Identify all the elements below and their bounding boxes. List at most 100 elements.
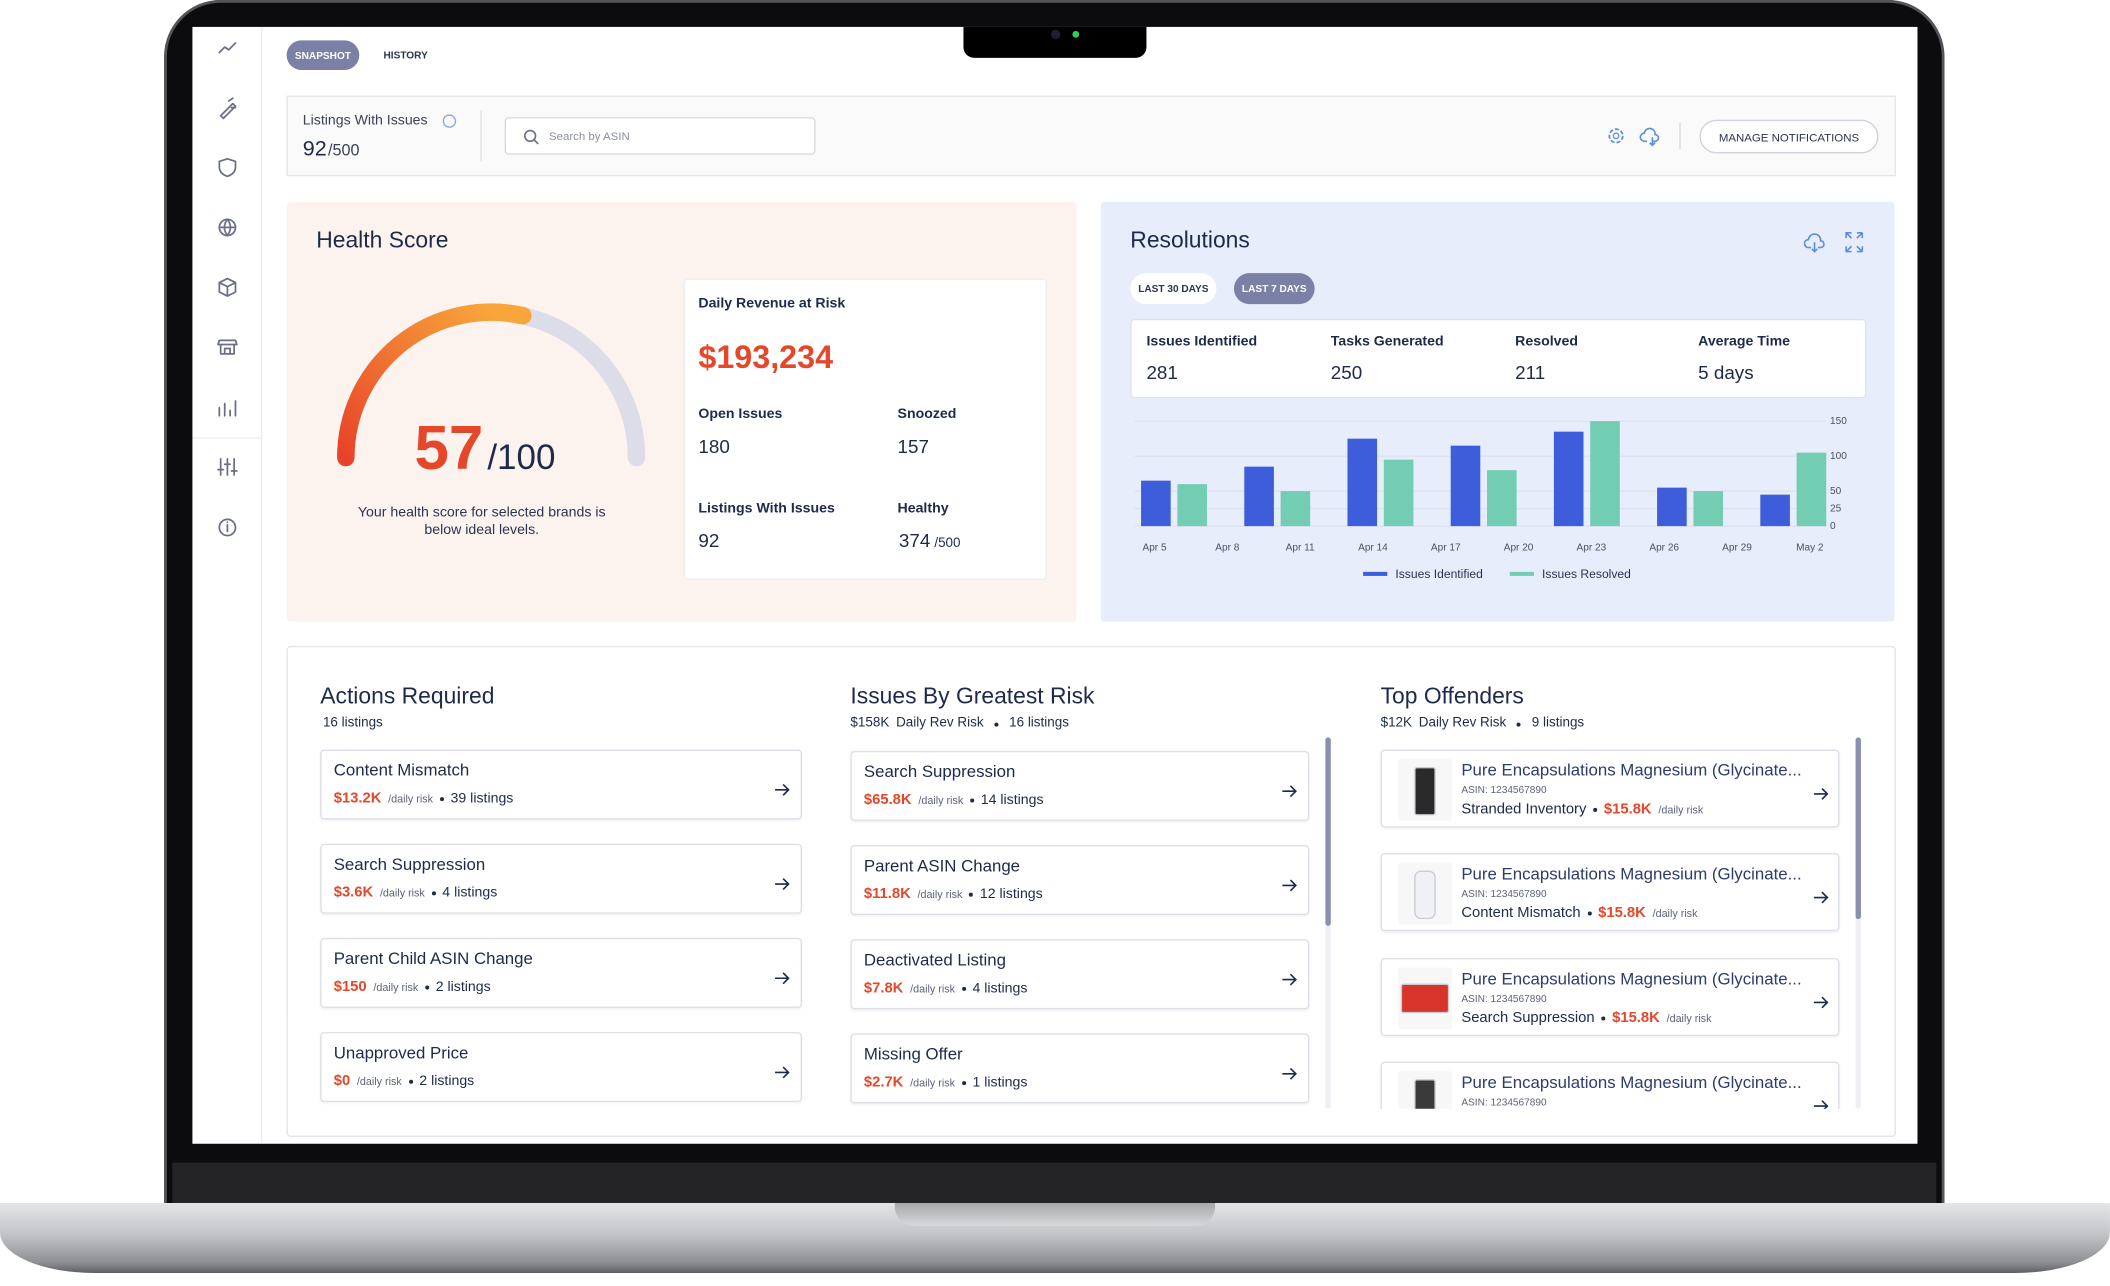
offense-reason: Stranded Inventory — [1461, 801, 1587, 818]
nav-icon-trends[interactable] — [218, 42, 237, 54]
tab-snapshot[interactable]: SNAPSHOT — [286, 40, 360, 70]
nav-icon-globe[interactable] — [218, 218, 237, 237]
item-count: 39 listings — [450, 790, 514, 807]
arrow-icon[interactable] — [1813, 995, 1829, 1008]
arrow-icon[interactable] — [774, 877, 790, 891]
text-row: 57/100 — [414, 411, 555, 485]
nav-icon-tools[interactable] — [219, 97, 237, 120]
open-arrow[interactable] — [774, 873, 790, 891]
offender-item[interactable]: Pure Encapsulations Magnesium (Glycinate… — [1380, 1061, 1840, 1109]
arrow-icon[interactable] — [1813, 891, 1829, 904]
open-arrow[interactable] — [774, 1062, 790, 1079]
legend-label: Issues Resolved — [1542, 567, 1631, 581]
open-arrow[interactable] — [1813, 991, 1829, 1008]
open-arrow[interactable] — [1281, 1063, 1297, 1080]
nav-icon-box[interactable] — [218, 277, 237, 297]
download-icon[interactable] — [1803, 233, 1825, 253]
text-row: 92/500 — [303, 136, 360, 162]
item-count: 14 listings — [980, 791, 1044, 808]
arrow-icon[interactable] — [1281, 973, 1297, 986]
bar — [1487, 470, 1517, 527]
revenue-stat-value: 157 — [897, 435, 929, 457]
header-icon-set[interactable] — [1605, 126, 1664, 148]
tab-history[interactable]: HISTORY — [383, 49, 428, 62]
scrollbar-thumb[interactable] — [1855, 737, 1861, 920]
arrow-icon[interactable] — [1281, 1067, 1297, 1080]
graphics-layer: 0 25 50 100 150 Apr 5 Apr 8 Apr 11 Apr 14 Apr 17 A… — [217, 42, 1847, 581]
header-divider — [1679, 122, 1681, 150]
item-amount: $0 — [333, 1072, 351, 1090]
resolution-icons[interactable] — [1803, 231, 1868, 253]
expand-icon[interactable] — [1845, 231, 1864, 253]
issue-item[interactable]: Parent Child ASIN Change $150/daily risk 2… — [320, 937, 802, 1008]
nav-icon-store[interactable] — [217, 339, 238, 355]
bar — [1244, 466, 1274, 527]
settings-icon[interactable] — [1608, 128, 1624, 144]
section-title: Issues By Greatest Risk — [850, 683, 1095, 709]
item-title: Unapproved Price — [333, 1043, 469, 1063]
open-arrow[interactable] — [1281, 875, 1297, 892]
open-arrow[interactable] — [774, 779, 790, 796]
info-icon — [442, 114, 457, 128]
offender-item[interactable]: Pure Encapsulations Magnesium (Glycinate… — [1380, 749, 1840, 828]
open-arrow[interactable] — [1813, 783, 1829, 800]
subtitle-count: 9 listings — [1531, 715, 1585, 731]
issue-item[interactable]: Parent ASIN Change $11.8K/daily risk 12 li… — [850, 845, 1310, 916]
text-row: 180 — [698, 435, 729, 458]
text-row: 374/500 — [899, 529, 961, 552]
x-tick-label: Apr 17 — [1431, 542, 1461, 553]
bar — [1657, 487, 1687, 527]
item-amount: $150 — [333, 978, 367, 995]
y-tick-label: 150 — [1830, 416, 1847, 427]
nav-icon-settings[interactable] — [217, 457, 238, 476]
settings-icon-core — [1612, 132, 1620, 140]
offender-item[interactable]: Pure Encapsulations Magnesium (Glycinate… — [1380, 853, 1840, 932]
product-thumbnail — [1398, 966, 1452, 1029]
open-arrow[interactable] — [1813, 1095, 1829, 1109]
text-row: $7.8K/daily risk 4 listings — [864, 980, 1028, 998]
open-arrow[interactable] — [1281, 969, 1297, 986]
arrow-icon[interactable] — [1281, 784, 1297, 798]
arrow-icon[interactable] — [774, 972, 790, 985]
camera-light — [1072, 30, 1080, 38]
arrow-icon[interactable] — [1813, 1099, 1829, 1112]
product-shape — [1400, 983, 1450, 1013]
issue-item[interactable]: Unapproved Price $0/daily risk 2 listings — [320, 1032, 802, 1103]
offender-item[interactable]: Pure Encapsulations Magnesium (Glycinate… — [1380, 957, 1840, 1036]
header-icons[interactable] — [1605, 126, 1664, 148]
download-icon[interactable] — [1639, 127, 1660, 147]
open-arrow[interactable] — [1281, 780, 1297, 798]
resolutions-card — [1100, 201, 1895, 622]
resolution-icon-set[interactable] — [1803, 231, 1868, 253]
handle — [533, 139, 539, 145]
text-row: 157 — [898, 435, 929, 458]
bar — [1590, 421, 1620, 527]
open-arrow[interactable] — [774, 967, 790, 985]
range-pill[interactable]: LAST 30 DAYS — [1130, 273, 1217, 305]
nav-icon-info[interactable] — [218, 518, 237, 537]
issue-item[interactable]: Search Suppression $65.8K/daily risk 14 li… — [850, 750, 1310, 821]
nav-icon-shield[interactable] — [218, 157, 237, 178]
search-box[interactable] — [504, 117, 816, 155]
nav-icon-reports[interactable] — [218, 400, 237, 417]
resolution-stat-value: 250 — [1330, 361, 1363, 383]
header-total: /500 — [328, 140, 360, 160]
bar — [1796, 452, 1827, 527]
open-arrow[interactable] — [1813, 887, 1829, 904]
issue-item[interactable]: Content Mismatch $13.2K/daily risk 39 list… — [320, 749, 802, 820]
range-pill-active[interactable]: LAST 7 DAYS — [1233, 273, 1315, 305]
issue-item[interactable]: Deactivated Listing $7.8K/daily risk 4 lis… — [850, 939, 1310, 1010]
issue-item[interactable]: Search Suppression $3.6K/daily risk 4 list… — [320, 843, 802, 914]
y-tick-label: 0 — [1830, 521, 1836, 532]
arrow-icon[interactable] — [774, 1066, 790, 1079]
issue-item[interactable]: Missing Offer $2.7K/daily risk 1 listings — [850, 1033, 1310, 1104]
separator-dot — [1516, 721, 1522, 726]
health-title: Health Score — [316, 227, 449, 253]
revenue-stat-label: Listings With Issues — [698, 500, 835, 517]
item-count: 2 listings — [435, 978, 491, 995]
scrollbar-thumb[interactable] — [1325, 737, 1331, 926]
arrow-icon[interactable] — [1281, 879, 1297, 892]
arrow-icon[interactable] — [1813, 787, 1829, 800]
manage-notifications-button[interactable]: MANAGE NOTIFICATIONS — [1699, 119, 1879, 154]
arrow-icon[interactable] — [774, 783, 790, 796]
